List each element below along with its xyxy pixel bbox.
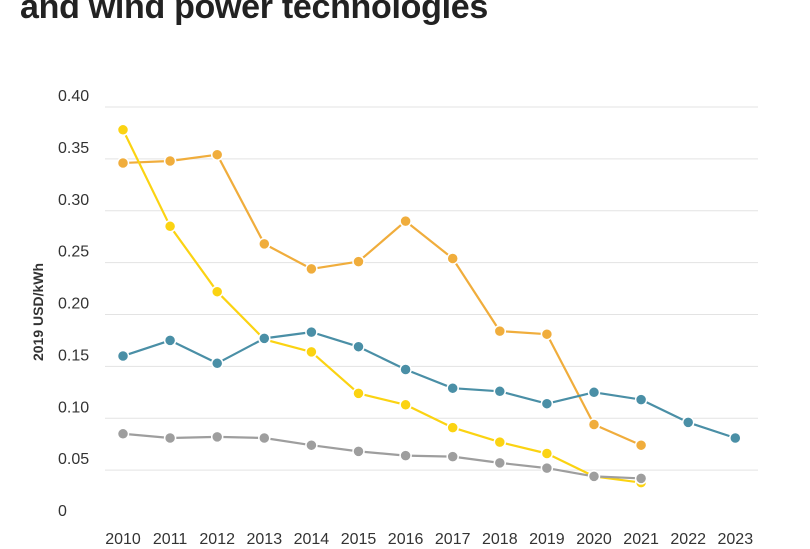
chart-title: and wind power technologies [20, 0, 488, 26]
x-tick-label: 2018 [482, 531, 518, 548]
data-point [446, 252, 459, 265]
data-point [352, 255, 365, 268]
data-point [305, 345, 318, 359]
data-point [116, 349, 130, 363]
gridlines [105, 106, 758, 471]
data-point [305, 262, 318, 276]
series-1 [116, 148, 648, 452]
data-point [210, 357, 224, 370]
data-point [587, 418, 601, 431]
data-point [210, 285, 224, 298]
y-tick-label: 0.20 [58, 296, 89, 313]
series-line [122, 153, 642, 447]
x-tick-label: 2013 [247, 531, 283, 548]
y-tick-label: 0.40 [58, 88, 89, 105]
x-tick-label: 2021 [623, 531, 659, 548]
y-tick-label: 0.30 [58, 192, 89, 209]
x-tick-label: 2015 [341, 531, 377, 548]
data-point [116, 156, 130, 170]
series-2 [116, 123, 648, 489]
data-point [587, 386, 601, 399]
data-point [163, 154, 177, 168]
data-point [258, 431, 271, 445]
y-tick-label: 0.25 [58, 244, 89, 261]
data-point [305, 325, 318, 339]
data-point [305, 438, 318, 452]
data-point [634, 438, 648, 452]
y-tick-label: 0.10 [58, 399, 89, 416]
data-point [116, 123, 130, 137]
data-point [681, 416, 695, 429]
y-axis-ticks: 0 0.05 0.10 0.15 0.20 0.25 0.30 0.35 0.40 [58, 88, 89, 520]
x-tick-label: 2016 [388, 531, 424, 548]
data-point [399, 398, 412, 412]
series-lines [116, 123, 742, 489]
data-point [540, 461, 554, 475]
x-tick-label: 2017 [435, 531, 471, 548]
data-point [163, 334, 177, 347]
data-point [540, 447, 554, 460]
data-point [540, 327, 554, 341]
data-point [352, 340, 365, 353]
data-point [446, 381, 459, 395]
x-tick-label: 2023 [718, 531, 754, 548]
data-point [399, 214, 412, 228]
x-tick-label: 2012 [199, 531, 235, 548]
y-tick-label: 0 [58, 503, 67, 520]
data-point [210, 148, 224, 161]
data-point [493, 324, 507, 338]
x-tick-label: 2011 [153, 531, 188, 548]
y-axis-label: 2019 USD/kWh [30, 263, 46, 361]
data-point [352, 445, 365, 458]
data-point [116, 427, 130, 441]
x-tick-label: 2010 [105, 531, 141, 548]
x-tick-label: 2019 [529, 531, 565, 548]
x-tick-label: 2014 [294, 531, 330, 548]
data-point [634, 393, 648, 406]
data-point [446, 450, 459, 463]
data-point [210, 430, 224, 444]
data-point [446, 421, 459, 434]
series-line [122, 432, 642, 480]
data-point [352, 387, 365, 400]
data-point [729, 431, 742, 445]
series-4 [116, 427, 648, 485]
data-point [540, 397, 554, 410]
series-line [122, 331, 736, 440]
data-point [399, 449, 412, 462]
x-tick-label: 2020 [576, 531, 612, 548]
data-point [163, 220, 177, 233]
data-point [493, 385, 507, 398]
data-point [399, 363, 412, 376]
series-3 [116, 325, 742, 445]
data-point [258, 332, 271, 345]
y-tick-label: 0.35 [58, 140, 89, 157]
data-point [634, 472, 648, 485]
data-point [258, 237, 271, 251]
data-point [493, 456, 507, 470]
y-tick-label: 0.15 [58, 347, 89, 364]
data-point [493, 435, 507, 449]
x-axis-ticks: 2010 2011 2012 2013 2014 2015 2016 2017 2018 2019… [105, 531, 753, 548]
y-tick-label: 0.05 [58, 451, 89, 468]
x-tick-label: 2022 [670, 531, 706, 548]
data-point [587, 470, 601, 483]
data-point [163, 431, 177, 445]
series-line [122, 129, 642, 484]
